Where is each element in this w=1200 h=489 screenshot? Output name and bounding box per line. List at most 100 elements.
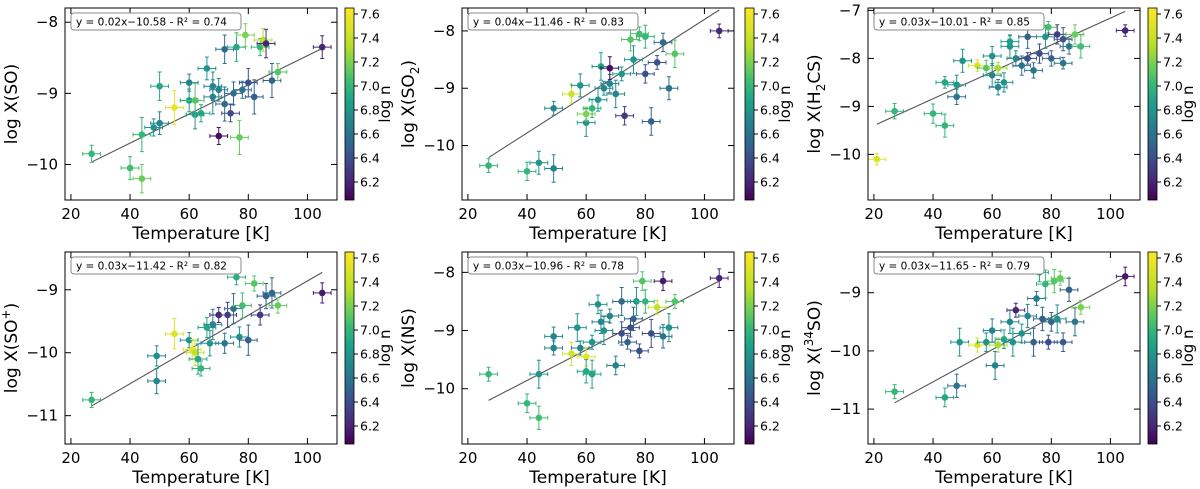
data-point: [1115, 24, 1135, 37]
y-tick-label: −10: [26, 344, 58, 362]
data-point: [570, 340, 590, 356]
data-point: [479, 366, 498, 382]
data-point: [1003, 327, 1023, 357]
colorbar-tick-label: 6.8: [360, 347, 380, 362]
colorbar-tick-label: 7.0: [360, 323, 380, 338]
data-point: [1036, 24, 1055, 49]
y-tick-label: −9: [36, 84, 58, 102]
y-tick-label: −11: [829, 400, 861, 418]
data-point: [659, 313, 679, 343]
data-point: [227, 32, 246, 62]
x-tick-label: 100: [690, 449, 719, 467]
data-point: [562, 84, 581, 104]
colorbar-tick-label: 7.4: [760, 31, 780, 46]
data-point: [150, 111, 169, 136]
colorbar-tick-label: 7.6: [1163, 7, 1183, 22]
data-point: [185, 82, 205, 119]
data-point: [982, 45, 1002, 67]
fit-annotation: y = 0.03x−10.96 - R² = 0.78: [473, 261, 624, 273]
y-tick-label: −10: [829, 342, 861, 360]
x-tick-label: 80: [1042, 449, 1061, 467]
colorbar-tick-label: 7.4: [760, 275, 780, 290]
colorbar-tick-label: 7.0: [1163, 323, 1183, 338]
colorbar-tick-label: 6.4: [360, 395, 380, 410]
x-tick-label: 80: [239, 205, 258, 223]
y-tick-label: −9: [433, 322, 455, 340]
y-tick-label: −9: [36, 281, 58, 299]
data-point: [529, 359, 549, 389]
x-tick-label: 100: [293, 449, 322, 467]
colorbar-tick-label: 6.6: [1163, 127, 1183, 142]
panel-2: 20 40 60 80 100 −10 −9 −8 Temperature [K] log X(S…: [399, 7, 794, 245]
y-tick-label: −10: [829, 145, 861, 163]
data-point: [606, 355, 626, 376]
data-point: [250, 304, 270, 326]
data-point: [621, 27, 640, 52]
axes-frame: [867, 251, 1141, 445]
data-point: [647, 55, 667, 70]
data-point: [606, 79, 626, 109]
data-point: [250, 38, 270, 57]
data-point: [635, 289, 655, 314]
data-point: [132, 117, 152, 153]
data-point: [144, 118, 164, 137]
colorbar-label: log n: [376, 85, 394, 122]
data-point: [885, 103, 904, 120]
data-point: [191, 104, 211, 123]
data-point: [935, 113, 955, 138]
y-tick-label: −9: [839, 284, 861, 302]
data-point: [268, 297, 288, 314]
data-point: [165, 89, 184, 126]
data-point: [262, 62, 282, 99]
data-point: [238, 324, 258, 356]
data-point: [244, 79, 264, 115]
colorbar-label: log n: [376, 329, 394, 366]
data-point: [709, 268, 729, 288]
data-point: [209, 77, 229, 102]
x-tick-label: 80: [636, 205, 655, 223]
x-axis-label: Temperature [K]: [528, 468, 667, 488]
data-point: [953, 48, 972, 73]
colorbar-tick-label: 7.6: [360, 7, 380, 22]
data-point: [1065, 307, 1085, 337]
data-point: [312, 35, 332, 59]
panel-1: 20 40 60 80 100 −10 −9 −8 Temperature [K] log X(S…: [2, 7, 394, 245]
data-point: [600, 56, 620, 81]
colorbar-tick-label: 7.0: [1163, 79, 1183, 94]
y-axis-label: log X(NS): [399, 308, 419, 388]
y-tick-label: −8: [839, 49, 861, 67]
data-point: [1030, 43, 1049, 64]
x-axis-label: Temperature [K]: [934, 224, 1073, 244]
data-point: [1071, 34, 1091, 59]
data-point: [517, 393, 537, 414]
data-point: [215, 332, 235, 354]
data-point: [1115, 266, 1135, 287]
y-tick-label: −8: [433, 263, 455, 281]
panel-5: 20 40 60 80 100 −10 −9 −8 Temperature [K] log X(N…: [399, 251, 794, 489]
data-point: [1044, 268, 1064, 294]
data-point: [179, 73, 199, 92]
x-tick-label: 100: [1096, 205, 1125, 223]
data-point: [867, 152, 887, 166]
x-tick-label: 60: [983, 449, 1002, 467]
colorbar-label: log n: [1179, 85, 1197, 122]
data-point: [262, 277, 282, 309]
y-tick-label: −7: [839, 1, 861, 19]
x-axis-label: Temperature [K]: [934, 468, 1073, 488]
data-point: [1033, 306, 1052, 332]
colorbar: 6.2 6.4 6.6 6.8 7.0 7.2 7.4 7.6 log n: [344, 7, 394, 201]
colorbar-tick-label: 6.4: [760, 395, 780, 410]
x-tick-label: 20: [864, 449, 883, 467]
data-point: [635, 24, 655, 49]
colorbar: 6.2 6.4 6.6 6.8 7.0 7.2 7.4 7.6 log n: [344, 251, 394, 445]
colorbar-tick-label: 6.6: [760, 371, 780, 386]
colorbar-tick-label: 6.4: [360, 151, 380, 166]
data-point: [582, 359, 602, 389]
data-point: [588, 87, 608, 112]
data-point: [653, 271, 673, 291]
y-tick-label: −10: [26, 155, 58, 173]
colorbar-tick-label: 7.4: [360, 275, 380, 290]
x-tick-label: 60: [983, 205, 1002, 223]
fit-annotation: y = 0.03x−10.01 - R² = 0.85: [879, 17, 1030, 29]
colorbar-tick-label: 6.8: [1163, 347, 1183, 362]
